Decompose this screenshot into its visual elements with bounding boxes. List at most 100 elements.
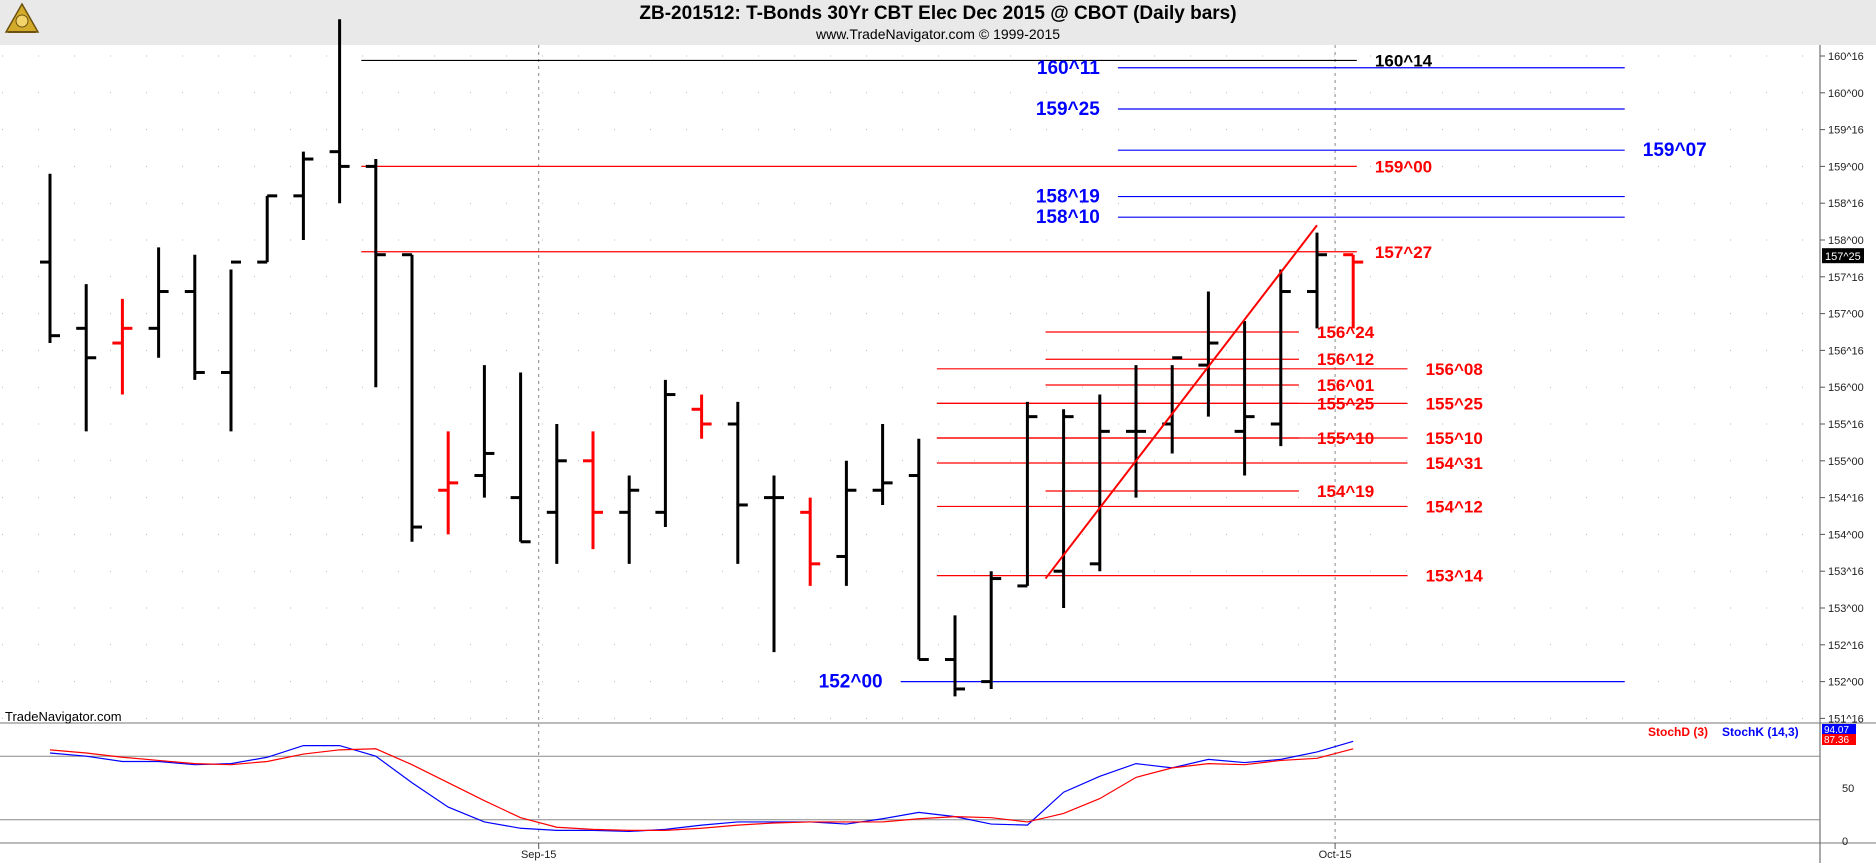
time-tick-label: Sep-15 <box>521 849 556 861</box>
ohlc-bar <box>1053 409 1074 608</box>
ohlc-bar <box>727 401 748 564</box>
stoch-d-value: 87.36 <box>1824 735 1849 746</box>
price-tick-label: 159^00 <box>1828 161 1864 173</box>
price-tick-label: 155^00 <box>1828 456 1864 468</box>
ohlc-bar <box>438 431 459 535</box>
stoch-k-value: 94.07 <box>1824 725 1849 736</box>
price-tick-label: 155^16 <box>1828 419 1864 431</box>
stoch-tick-label: 0 <box>1842 836 1848 848</box>
ohlc-bar <box>1343 253 1364 329</box>
ohlc-bar <box>800 497 821 586</box>
time-tick-label: Oct-15 <box>1319 849 1352 861</box>
chart-subtitle: www.TradeNavigator.com © 1999-2015 <box>815 26 1061 42</box>
grid-layer <box>2 45 1820 843</box>
stoch-tick-label: 50 <box>1842 783 1854 795</box>
price-levels: 160^14 160^11 159^25 159^07 159^00 158^19158^… <box>361 51 1707 693</box>
price-tick-label: 152^16 <box>1828 640 1864 652</box>
level-label: 154^12 <box>1426 497 1483 516</box>
trade-navigator-logo-icon <box>4 2 40 33</box>
ohlc-bar <box>981 571 1002 689</box>
ohlc-bar <box>365 159 386 388</box>
ohlc-bar <box>1307 232 1327 329</box>
ohlc-bar <box>293 151 314 240</box>
level-label: 156^24 <box>1317 323 1375 342</box>
ohlc-bar <box>76 284 97 432</box>
time-axis: Sep-15 Oct-15 <box>521 843 1352 861</box>
legend-stoch-d: StochD (3) <box>1648 725 1708 739</box>
ohlc-bar <box>221 260 241 432</box>
level-label: 154^19 <box>1317 482 1374 501</box>
level-label: 154^31 <box>1426 454 1483 473</box>
stoch-k-value-box <box>1822 724 1856 734</box>
stoch-d-line <box>49 748 1354 832</box>
level-label: 155^10 <box>1317 429 1374 448</box>
ohlc-bar <box>184 254 205 380</box>
price-tick-label: 152^00 <box>1828 677 1864 689</box>
ohlc-bar <box>474 365 495 498</box>
price-tick-label: 157^00 <box>1828 309 1864 321</box>
ohlc-bar <box>764 475 784 653</box>
ohlc-bar <box>872 424 893 505</box>
price-tick-label: 159^16 <box>1828 125 1864 137</box>
legend-stoch-k: StochK (14,3) <box>1722 725 1799 739</box>
ohlc-bar <box>1126 365 1146 498</box>
ohlc-bar <box>908 438 929 662</box>
level-label: 159^07 <box>1643 140 1707 161</box>
level-label: 157^27 <box>1375 243 1432 262</box>
price-tick-label: 151^16 <box>1828 713 1864 725</box>
level-label: 158^19 <box>1036 187 1100 208</box>
trendline-layer <box>1044 224 1318 580</box>
price-tick-label: 153^16 <box>1828 566 1864 578</box>
level-label: 156^12 <box>1317 350 1374 369</box>
price-tick-label: 156^16 <box>1828 345 1864 357</box>
price-tick-label: 160^16 <box>1828 51 1864 63</box>
ohlc-bar <box>510 372 531 544</box>
level-label: 152^00 <box>819 672 883 693</box>
price-bars <box>40 19 1364 697</box>
ohlc-bar <box>40 173 60 344</box>
ohlc-bar <box>619 475 640 564</box>
stoch-k-line <box>49 740 1354 833</box>
ohlc-bar <box>655 379 676 528</box>
price-tick-label: 158^16 <box>1828 198 1864 210</box>
stoch-d-value-box <box>1822 734 1856 745</box>
trendline <box>1044 224 1318 580</box>
level-label: 160^11 <box>1037 58 1100 79</box>
level-label: 153^14 <box>1426 567 1484 586</box>
ohlc-bar <box>691 394 712 439</box>
price-tick-label: 157^16 <box>1828 272 1864 284</box>
current-price-label: 157^25 <box>1825 251 1861 263</box>
ohlc-bar <box>1017 401 1038 588</box>
level-label: 159^00 <box>1375 157 1432 176</box>
price-axis: 160^16 160^00 159^16 159^00 158^16 158^00 157^… <box>0 45 1876 863</box>
level-label: 156^01 <box>1317 376 1374 395</box>
ohlc-bar <box>112 298 133 395</box>
level-label: 156^08 <box>1426 360 1483 379</box>
ohlc-bar <box>836 460 857 586</box>
ohlc-bar <box>329 19 350 204</box>
chart-header <box>0 0 1876 45</box>
current-price-marker <box>1822 248 1864 264</box>
price-tick-label: 156^00 <box>1828 382 1864 394</box>
price-tick-label: 153^00 <box>1828 603 1864 615</box>
ohlc-bar <box>402 253 422 542</box>
ohlc-bar <box>546 424 567 564</box>
price-tick-label: 160^00 <box>1828 88 1864 100</box>
ohlc-bar <box>257 194 278 264</box>
ohlc-bar <box>1089 394 1110 572</box>
level-label: 158^10 <box>1036 207 1100 228</box>
price-tick-label: 154^16 <box>1828 493 1864 505</box>
level-label: 159^25 <box>1036 99 1100 120</box>
ohlc-bar <box>583 431 603 550</box>
ohlc-bar <box>1270 269 1291 447</box>
price-tick-label: 158^00 <box>1828 235 1864 247</box>
price-tick-label: 154^00 <box>1828 529 1864 541</box>
level-label: 155^25 <box>1317 394 1374 413</box>
level-label: 155^10 <box>1426 429 1483 448</box>
ohlc-bar <box>1234 320 1255 476</box>
watermark-text: TradeNavigator.com <box>5 709 122 724</box>
ohlc-bar <box>945 615 965 697</box>
level-label: 155^25 <box>1426 394 1483 413</box>
